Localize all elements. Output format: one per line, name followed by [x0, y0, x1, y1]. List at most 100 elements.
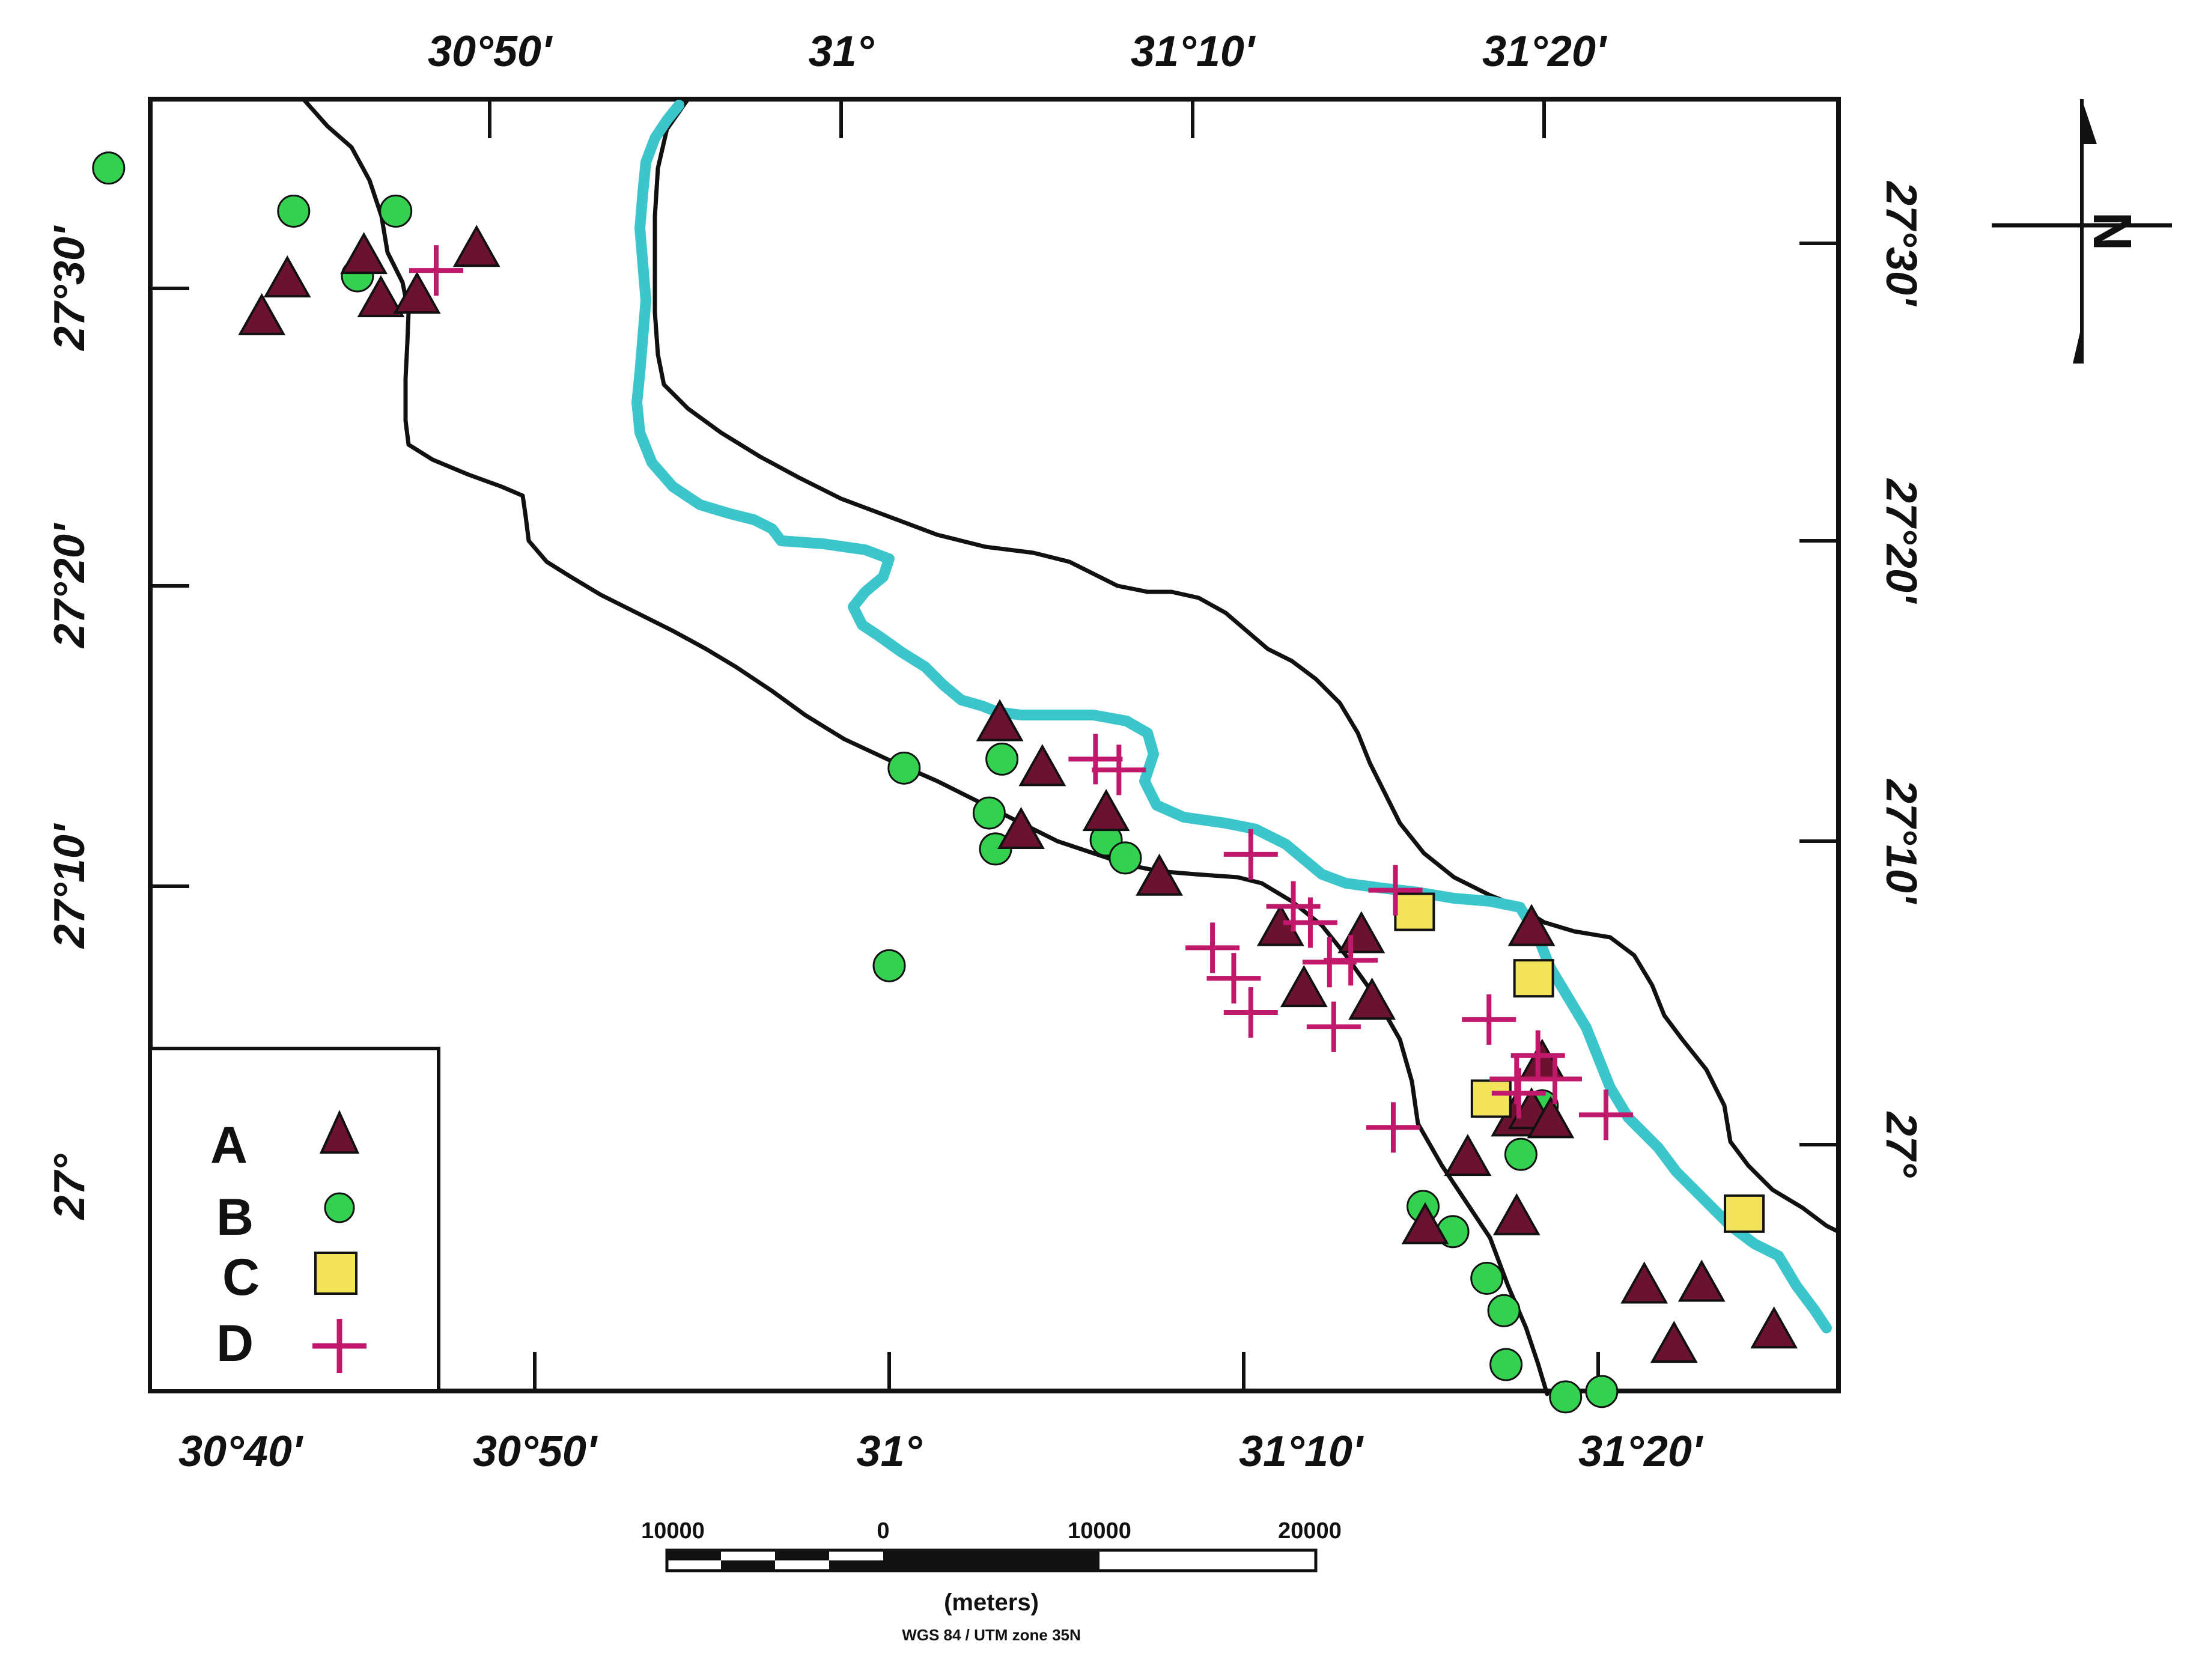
site-b-marker — [277, 194, 311, 228]
site-d-marker — [1578, 1089, 1633, 1140]
site-b-marker — [92, 151, 126, 185]
site-a-marker — [1750, 1306, 1798, 1349]
map-lines — [301, 97, 1841, 1396]
site-a-marker — [997, 806, 1045, 849]
site-b-marker — [972, 796, 1006, 830]
site-d-marker — [1223, 829, 1278, 880]
site-d-marker — [1528, 1053, 1583, 1104]
site-a-marker — [976, 699, 1024, 741]
left-tick-label: 27°30' — [46, 225, 94, 352]
legend-label-a: A — [210, 1116, 248, 1174]
site-d-marker — [1324, 935, 1378, 986]
site-d-marker — [1366, 1102, 1420, 1153]
scale-label: 20000 — [1278, 1518, 1342, 1544]
site-c-marker — [1513, 959, 1554, 998]
top-tick-label: 30°50' — [428, 28, 553, 76]
top-tick-label: 31°20' — [1482, 28, 1608, 76]
site-c-marker — [1470, 1079, 1512, 1118]
left-tick-label: 27°20' — [46, 522, 94, 649]
scale-label: 10000 — [641, 1518, 705, 1544]
site-b-marker — [1585, 1375, 1619, 1408]
left-tick-label: 27° — [46, 1153, 94, 1220]
site-d-marker — [1068, 734, 1123, 785]
site-d-marker — [1185, 922, 1240, 973]
nile-river — [631, 100, 1832, 1333]
legend-plus-icon — [312, 1319, 366, 1373]
legend-label-d: D — [216, 1315, 254, 1372]
scale-label: 10000 — [1068, 1518, 1131, 1544]
right-tick-labels: 27°30' 27°20' 27°10' 27° — [1877, 180, 1925, 1178]
site-d-marker — [409, 245, 463, 296]
scale-label: 0 — [877, 1518, 889, 1544]
site-a-marker — [1507, 904, 1556, 946]
top-tick-label: 31°10' — [1131, 28, 1256, 76]
site-b-marker — [1470, 1261, 1504, 1295]
legend-box — [148, 1047, 440, 1393]
site-b-marker — [1489, 1348, 1523, 1381]
site-b-marker — [379, 194, 413, 228]
site-d-marker — [1206, 953, 1261, 1004]
site-d-marker — [1223, 987, 1278, 1038]
north-label: N — [2082, 212, 2142, 251]
site-d-marker — [1368, 865, 1423, 916]
site-b-marker — [1487, 1294, 1521, 1327]
site-c-marker — [1394, 892, 1435, 931]
site-a-marker — [1492, 1193, 1541, 1235]
legend-circle-icon — [324, 1192, 355, 1223]
north-arrow-icon: N — [1992, 99, 2172, 364]
bottom-tick-labels: 30°40' 30°50' 31° 31°10' 31°20' — [178, 1428, 1704, 1476]
site-b-marker — [1109, 841, 1142, 875]
site-a-marker — [357, 275, 405, 317]
site-a-marker — [1018, 744, 1066, 787]
right-tick-label: 27°10' — [1877, 778, 1925, 905]
legend-label-c: C — [222, 1249, 260, 1306]
site-a-marker — [340, 232, 388, 275]
scale-projection: WGS 84 / UTM zone 35N — [902, 1626, 1081, 1644]
site-a-marker — [1348, 977, 1396, 1020]
tick-marks — [150, 99, 1839, 1391]
site-b-marker — [887, 751, 921, 785]
bottom-tick-label: 30°50' — [473, 1428, 598, 1476]
right-tick-label: 27°30' — [1877, 180, 1925, 307]
top-tick-label: 31° — [809, 28, 875, 76]
site-a-marker — [452, 225, 500, 267]
right-tick-label: 27°20' — [1877, 478, 1925, 604]
site-a-marker — [1136, 853, 1183, 896]
site-a-marker — [263, 255, 311, 298]
site-a-marker — [238, 293, 286, 335]
site-a-marker — [1280, 965, 1328, 1008]
legend: A B C D — [148, 1047, 440, 1393]
site-c-marker — [1724, 1194, 1765, 1233]
site-a-marker — [1650, 1321, 1698, 1363]
site-d-marker — [1092, 744, 1146, 796]
bottom-tick-label: 31°20' — [1578, 1428, 1704, 1476]
left-tick-labels: 27°30' 27°20' 27°10' 27° — [46, 225, 94, 1220]
east-boundary-line — [652, 97, 1841, 1234]
site-a-marker — [1620, 1261, 1668, 1304]
legend-label-b: B — [216, 1188, 254, 1246]
top-tick-labels: 30°50' 31° 31°10' 31°20' — [428, 28, 1608, 76]
site-b-marker — [1549, 1380, 1583, 1414]
site-a-marker — [1527, 1096, 1575, 1139]
bottom-tick-label: 31°10' — [1239, 1428, 1364, 1476]
site-a-marker — [393, 271, 441, 314]
bottom-tick-label: 30°40' — [178, 1428, 304, 1476]
site-b-marker — [872, 949, 906, 982]
site-b-marker — [1504, 1137, 1537, 1171]
site-d-marker — [1306, 1001, 1361, 1052]
right-tick-label: 27° — [1877, 1111, 1925, 1178]
west-boundary-line — [301, 97, 1550, 1396]
scale-bar: 10000 0 10000 20000 (meters) WGS 84 / UT… — [641, 1518, 1342, 1644]
left-tick-label: 27°10' — [46, 823, 94, 949]
site-a-marker — [1401, 1202, 1449, 1244]
site-a-marker — [1444, 1134, 1492, 1176]
site-a-marker — [1677, 1259, 1726, 1302]
site-d-marker — [1283, 897, 1337, 948]
legend-triangle-icon — [319, 1110, 360, 1154]
site-d-marker — [1462, 994, 1516, 1045]
site-b-marker — [985, 742, 1019, 776]
scale-units: (meters) — [944, 1589, 1039, 1616]
site-a-marker — [1082, 789, 1130, 832]
legend-square-icon — [314, 1252, 357, 1295]
